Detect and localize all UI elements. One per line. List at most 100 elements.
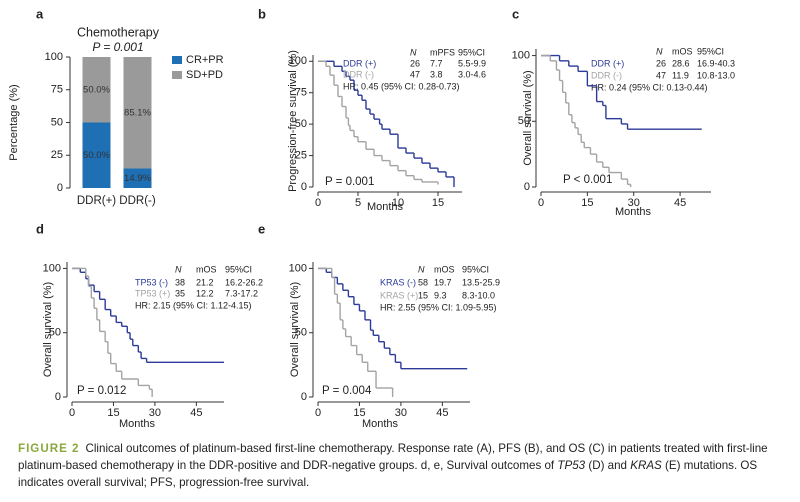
table-cell: 26 (410, 58, 420, 68)
legend-label: DDR (-) (591, 70, 622, 80)
y-tick-label: 25 (51, 149, 63, 161)
x-tick-label: 0 (69, 407, 75, 419)
x-tick-label: 0 (538, 197, 544, 209)
table-cell: 47 (410, 69, 420, 79)
table-header: 95%CI (697, 46, 724, 56)
y-tick-label: 50 (295, 118, 307, 130)
value-label: 14.9% (124, 173, 151, 184)
hazard-ratio: HR: 0.24 (95% CI: 0.13-0.44) (591, 82, 708, 92)
x-tick-label: 15 (107, 407, 119, 419)
panel-letter: c (512, 6, 519, 21)
y-tick-label: 100 (45, 51, 63, 63)
y-tick-label: 50 (295, 327, 307, 339)
caption-label: FIGURE 2 (18, 442, 80, 455)
y-tick-label: 0 (55, 391, 61, 403)
table-cell: 3.0-4.6 (458, 69, 486, 79)
table-cell: 5.5-9.9 (458, 58, 486, 68)
bar-segment (82, 122, 111, 188)
table-cell: 8.3-10.0 (462, 290, 495, 300)
table-header: N (656, 46, 663, 56)
chart-title: Chemotherapy (77, 25, 160, 39)
table-header: 95%CI (225, 264, 252, 274)
y-tick-label: 0 (301, 391, 307, 403)
legend-label: KRAS (+) (380, 290, 418, 300)
table-cell: 16.9-40.3 (697, 58, 735, 68)
table-cell: 16.2-26.2 (225, 277, 263, 287)
y-axis-label: Overall survival (%) (42, 282, 54, 377)
y-tick-label: 50 (51, 116, 63, 128)
bar-segment (123, 168, 152, 188)
legend-swatch (172, 56, 182, 64)
y-tick-label: 50 (518, 115, 530, 127)
x-axis-label: Months (615, 206, 652, 218)
table-header: N (418, 264, 425, 274)
x-tick-label: 30 (395, 407, 407, 419)
table-cell: 15 (418, 290, 428, 300)
x-tick-label: DDR(-) (119, 195, 156, 207)
value-label: 50.0% (83, 150, 110, 161)
bar-segment (82, 57, 111, 123)
x-tick-label: 15 (432, 197, 444, 209)
x-tick-label: 0 (315, 407, 321, 419)
x-tick-label: DDR(+) (77, 195, 116, 207)
annotation: P = 0.004 (322, 385, 372, 397)
y-axis-label: Progression-free survival (%) (287, 50, 299, 192)
legend-swatch (172, 71, 182, 79)
caption-text: (E) mutations. OS indicates overall surv… (18, 459, 758, 489)
legend-label: KRAS (-) (380, 277, 416, 287)
y-tick-label: 100 (512, 49, 530, 61)
table-cell: 7.3-17.2 (225, 288, 258, 298)
y-tick-label: 50 (49, 327, 61, 339)
value-label: 50.0% (83, 84, 110, 95)
panel-letter: a (36, 6, 44, 21)
hazard-ratio: HR: 2.15 (95% CI: 1.12-4.15) (135, 300, 252, 310)
x-tick-label: 15 (581, 197, 593, 209)
table-header: mOS (672, 46, 693, 56)
table-cell: 7.7 (430, 58, 443, 68)
x-tick-label: 30 (149, 407, 161, 419)
value-label: 85.1% (124, 107, 151, 118)
y-tick-label: 100 (289, 262, 307, 274)
table-cell: 35 (175, 288, 185, 298)
table-header: N (175, 264, 182, 274)
legend-label: DDR (-) (343, 69, 374, 79)
y-tick-label: 75 (295, 87, 307, 99)
y-tick-label: 0 (57, 182, 63, 194)
x-tick-label: 45 (674, 197, 686, 209)
y-axis-label: Overall survival (%) (289, 282, 301, 377)
table-cell: 58 (418, 277, 428, 287)
caption-text: Clinical outcomes of platinum-based firs… (18, 442, 768, 472)
y-tick-label: 0 (301, 181, 307, 193)
table-header: mPFS (430, 47, 455, 57)
table-cell: 38 (175, 277, 185, 287)
panel-letter: b (258, 6, 266, 21)
table-cell: 26 (656, 58, 666, 68)
panel-letter: d (36, 221, 44, 236)
bar-segment (123, 57, 152, 169)
annotation: P < 0.001 (563, 174, 612, 186)
y-tick-label: 0 (524, 181, 530, 193)
caption: FIGURE 2 Clinical outcomes of platinum-ba… (18, 440, 783, 491)
table-cell: 10.8-13.0 (697, 70, 735, 80)
x-axis-label: Months (362, 418, 399, 430)
caption-gene: TP53 (557, 459, 586, 472)
x-axis-label: Months (367, 201, 404, 213)
legend-label: DDR (+) (343, 58, 376, 68)
table-header: N (410, 47, 417, 57)
caption-text: (D) and (585, 459, 631, 472)
legend-label: DDR (+) (591, 58, 624, 68)
table-cell: 3.8 (430, 69, 443, 79)
x-tick-label: 5 (355, 197, 361, 209)
legend-label: TP53 (+) (135, 288, 170, 298)
y-tick-label: 100 (289, 55, 307, 67)
hazard-ratio: HR: 0.45 (95% CI: 0.28-0.73) (343, 81, 460, 91)
y-tick-label: 25 (295, 149, 307, 161)
panel-letter: e (258, 221, 265, 236)
table-cell: 47 (656, 70, 666, 80)
table-cell: 9.3 (434, 290, 447, 300)
x-axis-label: Months (119, 418, 156, 430)
annotation: P = 0.012 (77, 385, 126, 397)
table-header: 95%CI (462, 264, 489, 274)
